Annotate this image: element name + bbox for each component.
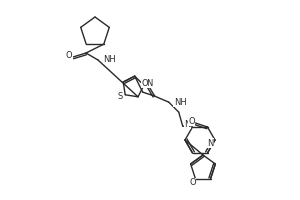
Text: N: N [207,138,213,148]
Text: NH: NH [103,54,116,64]
Text: O: O [66,51,72,60]
Text: NH: NH [174,98,187,107]
Text: N: N [184,120,191,129]
Text: S: S [118,92,123,101]
Text: O: O [188,117,195,126]
Text: O: O [141,79,148,88]
Text: O: O [189,178,196,187]
Text: N: N [146,79,152,88]
